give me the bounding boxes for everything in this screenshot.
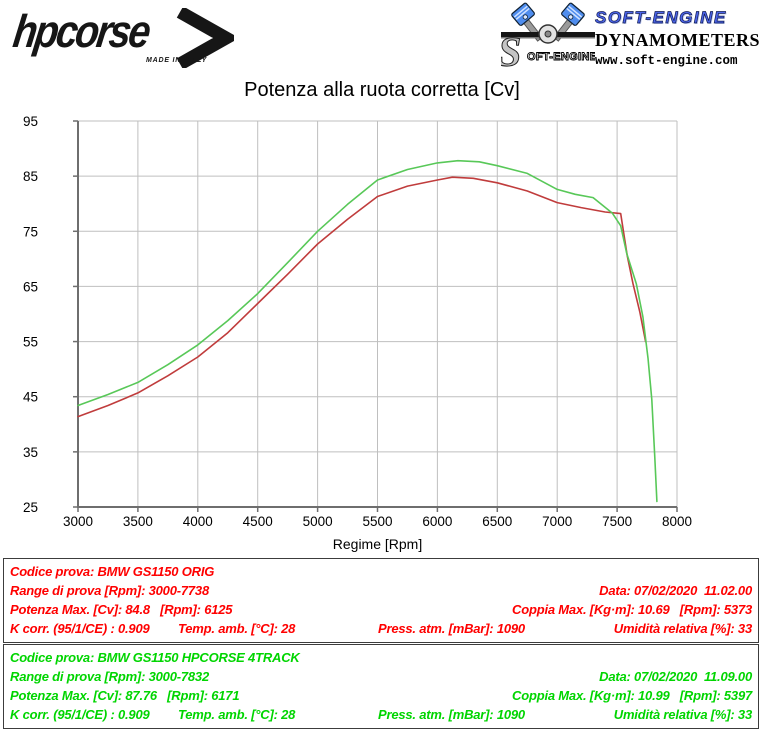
y-tick-label: 35 [23, 445, 38, 460]
test-info-box-orig: Codice prova: BMW GS1150 ORIG Range di p… [3, 558, 759, 643]
coppia-max-hpcorse: Coppia Max. [Kg·m]: 10.99 [Rpm]: 5397 [512, 688, 752, 703]
chart-title: Potenza alla ruota corretta [Cv] [244, 79, 520, 101]
soft-engine-title: SOFT-ENGINE [594, 8, 727, 28]
potenza-max-orig: Potenza Max. [Cv]: 84.8 [Rpm]: 6125 [10, 602, 233, 617]
made-in-italy-label: MADE IN ITALY [146, 57, 208, 64]
x-tick-label: 4500 [243, 514, 273, 529]
x-tick-label: 6500 [482, 514, 512, 529]
coppia-max-orig: Coppia Max. [Kg·m]: 10.69 [Rpm]: 5373 [512, 602, 752, 617]
svg-text:S: S [501, 30, 521, 74]
right-piston [561, 2, 585, 26]
hpcorse-logo: hpcorse MADE IN ITALY [10, 2, 248, 72]
range-prova-orig: Range di prova [Rpm]: 3000-7738 [10, 583, 209, 598]
x-tick-label: 8000 [662, 514, 692, 529]
range-prova-hpcorse: Range di prova [Rpm]: 3000-7832 [10, 669, 209, 684]
x-tick-label: 3000 [63, 514, 93, 529]
codice-prova-hpcorse: Codice prova: BMW GS1150 HPCORSE 4TRACK [10, 650, 300, 665]
codice-prova-orig: Codice prova: BMW GS1150 ORIG [10, 564, 215, 579]
power-chart: 3000 3500 4000 4500 5000 5500 6000 6500 7000 7500… [23, 114, 692, 552]
x-tick-label: 7000 [542, 514, 572, 529]
test-info-boxes: Codice prova: BMW GS1150 ORIG Range di p… [3, 558, 759, 729]
k-corr-orig: K corr. (95/1/CE) : 0.909 [10, 621, 150, 636]
dynamometers-label: DYNAMOMETERS [594, 30, 760, 50]
x-tick-label: 3500 [123, 514, 153, 529]
y-tick-label: 85 [23, 169, 38, 184]
k-corr-hpcorse: K corr. (95/1/CE) : 0.909 [10, 707, 150, 722]
y-tick-label: 45 [23, 390, 38, 405]
data-ora-hpcorse: Data: 07/02/2020 11.09.00 [599, 669, 752, 684]
x-tick-label: 5500 [362, 514, 392, 529]
x-tick-label: 5000 [303, 514, 333, 529]
curve-hpcorse-4track [77, 159, 658, 503]
pistons-icon: S OFT-ENGINE [500, 2, 595, 74]
y-tick-label: 75 [23, 224, 38, 239]
x-tick-label: 4000 [183, 514, 213, 529]
y-tick-label: 55 [23, 335, 38, 350]
umidita-orig: Umidità relativa [%]: 33 [613, 621, 752, 636]
x-axis-label: Regime [Rpm] [333, 536, 422, 552]
umidita-hpcorse: Umidità relativa [%]: 33 [613, 707, 752, 722]
hpcorse-brand-text: hpcorse [10, 5, 152, 57]
temp-amb-orig: Temp. amb. [°C]: 28 [178, 621, 296, 636]
y-tick-label: 65 [23, 279, 38, 294]
press-atm-orig: Press. atm. [mBar]: 1090 [378, 621, 525, 636]
test-info-box-hpcorse: Codice prova: BMW GS1150 HPCORSE 4TRACK … [3, 644, 759, 729]
left-piston [511, 2, 535, 26]
data-ora-orig: Data: 07/02/2020 11.02.00 [599, 583, 752, 598]
y-tick-label: 25 [23, 500, 38, 515]
temp-amb-hpcorse: Temp. amb. [°C]: 28 [178, 707, 296, 722]
hpcorse-arrow-icon [176, 8, 234, 68]
x-tick-label: 6000 [422, 514, 452, 529]
potenza-max-hpcorse: Potenza Max. [Cv]: 87.76 [Rpm]: 6171 [10, 688, 240, 703]
svg-text:OFT-ENGINE: OFT-ENGINE [527, 51, 595, 63]
x-tick-label: 7500 [602, 514, 632, 529]
soft-engine-text-block: SOFT-ENGINE DYNAMOMETERS www.soft-engine… [595, 2, 760, 68]
soft-engine-url: www.soft-engine.com [594, 54, 738, 68]
soft-engine-logo: S OFT-ENGINE SOFT-ENGINE DYNAMOMETERS ww… [500, 2, 760, 74]
press-atm-hpcorse: Press. atm. [mBar]: 1090 [378, 707, 525, 722]
y-tick-label: 95 [23, 114, 38, 129]
curve-orig [77, 176, 647, 418]
